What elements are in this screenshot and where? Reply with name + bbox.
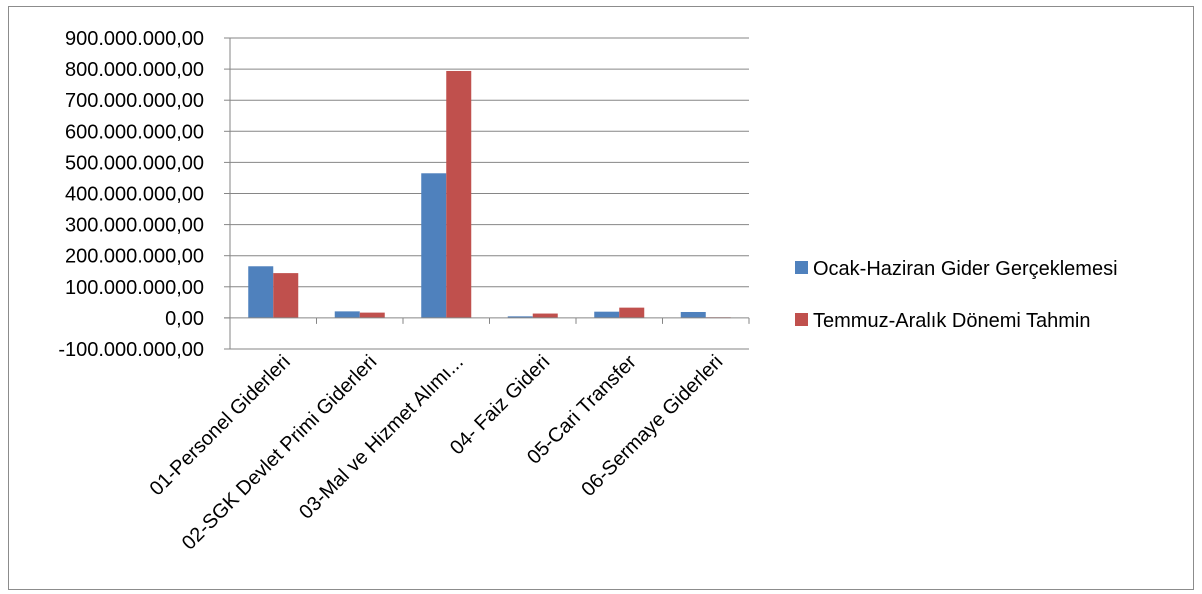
y-tick-label: 600.000.000,00 <box>65 121 204 143</box>
bars <box>248 70 731 319</box>
bar <box>359 312 385 318</box>
bar <box>421 173 447 318</box>
legend: Ocak-Haziran Gider Gerçeklemesi Temmuz-Ar… <box>795 258 1118 332</box>
y-tick-label: 300.000.000,00 <box>65 215 204 237</box>
legend-label: Ocak-Haziran Gider Gerçeklemesi <box>813 258 1118 280</box>
legend-swatch <box>795 261 808 274</box>
chart-frame: 900.000.000,00 800.000.000,00 700.000.000,… <box>8 6 1194 590</box>
bar <box>248 266 274 318</box>
y-tick-label: 200.000.000,00 <box>65 246 204 268</box>
gridlines <box>230 37 749 350</box>
legend-swatch <box>795 313 808 326</box>
bar <box>446 70 472 318</box>
bar <box>680 311 706 318</box>
y-tick-label: -100.000.000,00 <box>58 339 204 361</box>
bar <box>619 307 645 318</box>
y-tick-label: 900.000.000,00 <box>65 28 204 50</box>
bar <box>594 311 620 318</box>
y-tick-label: 100.000.000,00 <box>65 277 204 299</box>
axes <box>224 37 750 350</box>
bar <box>273 273 299 318</box>
bar <box>532 313 558 318</box>
x-tick-label: 03-Mal ve Hizmet Alımı... <box>295 351 468 524</box>
y-tick-label: 500.000.000,00 <box>65 152 204 174</box>
x-tick-label: 01-Personel Giderleri <box>146 351 295 500</box>
x-tick-label: 06-Sermaye Giderleri <box>577 351 727 501</box>
y-tick-label: 800.000.000,00 <box>65 59 204 81</box>
bar-chart: 900.000.000,00 800.000.000,00 700.000.000,… <box>58 28 1118 555</box>
legend-label: Temmuz-Aralık Dönemi Tahmin <box>813 310 1091 332</box>
bar <box>334 311 360 318</box>
y-tick-label: 400.000.000,00 <box>65 184 204 206</box>
y-tick-labels: 900.000.000,00 800.000.000,00 700.000.000,… <box>58 28 204 361</box>
bar <box>507 316 533 318</box>
y-tick-label: 0,00 <box>165 308 204 330</box>
y-tick-label: 700.000.000,00 <box>65 90 204 112</box>
